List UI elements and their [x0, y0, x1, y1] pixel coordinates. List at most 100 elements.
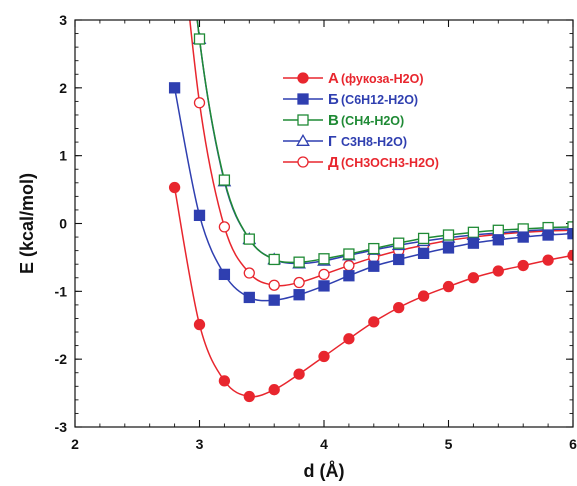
data-point	[268, 253, 280, 266]
legend-entry-2: Б (C6H12-H2O)	[283, 91, 418, 108]
data-point	[318, 268, 330, 281]
data-point	[417, 247, 430, 259]
legend-label: (C6H12-H2O)	[341, 93, 418, 107]
y-tick-label: 1	[59, 148, 67, 164]
data-point	[393, 237, 405, 249]
data-point	[492, 224, 504, 236]
legend-marker	[297, 156, 309, 168]
data-point	[218, 375, 231, 387]
data-point	[368, 242, 380, 255]
data-point	[318, 350, 330, 363]
data-point	[393, 253, 405, 266]
data-point	[442, 280, 455, 293]
plot-frame	[74, 19, 574, 428]
data-point	[218, 174, 231, 186]
legend-label: (CH3OCH3-H2O)	[341, 156, 439, 170]
data-point	[343, 248, 355, 260]
x-tick-label: 2	[71, 436, 79, 452]
data-point	[193, 209, 206, 222]
data-point	[293, 256, 305, 268]
x-tick-label: 6	[569, 436, 577, 452]
y-tick-label: 2	[59, 80, 67, 96]
legend-label: (фукоза-H2O)	[341, 72, 423, 86]
legend-entry-3: В (CH4-H2O)	[283, 112, 404, 129]
legend-letter: Б	[328, 91, 339, 108]
data-point	[168, 181, 181, 194]
data-point	[293, 276, 305, 289]
data-point	[218, 221, 231, 233]
y-tick-label: -3	[55, 419, 68, 435]
tick-labels: 2 3 4 5 6 -3 -2 -1 0 1 2 3	[55, 12, 577, 452]
data-point	[343, 270, 355, 282]
data-point	[467, 237, 480, 249]
data-point	[193, 33, 206, 45]
data-point	[243, 233, 255, 245]
data-point	[467, 226, 480, 238]
legend-letter: В	[328, 112, 339, 129]
data-point	[193, 97, 206, 109]
series-line	[173, 187, 573, 398]
data-point	[492, 234, 504, 246]
series-2	[168, 82, 573, 306]
legend-letter: Д	[328, 154, 339, 171]
legend-letter: Г	[328, 133, 337, 150]
x-tick-label: 5	[445, 436, 453, 452]
legend-marker	[297, 114, 309, 126]
data-point	[567, 249, 573, 262]
data-point	[368, 260, 380, 272]
series-3	[193, 20, 573, 268]
data-point	[393, 301, 405, 314]
series-layer	[168, 20, 573, 403]
y-tick-label: -1	[55, 283, 68, 299]
data-point	[318, 280, 330, 292]
data-point	[193, 318, 206, 331]
data-point	[542, 254, 554, 266]
data-point	[442, 229, 455, 241]
data-point	[268, 279, 280, 291]
legend-marker	[297, 93, 309, 105]
data-point	[293, 289, 305, 301]
legend-marker	[297, 72, 309, 84]
series-5	[189, 20, 573, 291]
data-point	[293, 368, 305, 380]
legend-label: C3H8-H2O)	[341, 135, 407, 149]
data-point	[343, 333, 355, 345]
y-axis-title: E (kcal/mol)	[17, 173, 37, 274]
data-point	[268, 294, 280, 306]
data-point	[517, 231, 529, 243]
x-tick-label: 3	[196, 436, 204, 452]
legend-entry-1: А (фукоза-H2O)	[283, 70, 423, 87]
legend-marker	[296, 133, 310, 146]
data-point	[168, 82, 181, 94]
x-tick-label: 4	[320, 436, 328, 452]
data-point	[567, 221, 573, 233]
data-point	[517, 259, 529, 272]
data-point	[218, 268, 231, 281]
data-point	[542, 229, 554, 241]
data-point	[417, 290, 430, 302]
legend: А (фукоза-H2O)Б (C6H12-H2O)В (CH4-H2O)Г C3H8…	[283, 70, 439, 171]
data-point	[442, 242, 455, 254]
data-point	[467, 272, 480, 284]
data-point	[268, 384, 280, 396]
axis-ticks	[74, 19, 574, 428]
series-line	[196, 20, 573, 264]
x-axis-title: d (Å)	[304, 461, 345, 481]
series-4	[192, 20, 573, 269]
data-point	[243, 291, 255, 304]
data-point	[243, 390, 255, 403]
data-point	[343, 259, 355, 272]
series-1	[168, 181, 573, 403]
series-line	[196, 20, 573, 265]
legend-label: (CH4-H2O)	[341, 114, 404, 128]
y-tick-label: -2	[55, 351, 68, 367]
data-point	[417, 232, 430, 245]
data-point	[318, 253, 330, 265]
data-point	[492, 265, 504, 277]
y-tick-label: 3	[59, 12, 67, 28]
data-point	[368, 316, 380, 328]
legend-letter: А	[328, 70, 339, 87]
data-point	[567, 228, 573, 240]
y-tick-label: 0	[59, 216, 67, 232]
